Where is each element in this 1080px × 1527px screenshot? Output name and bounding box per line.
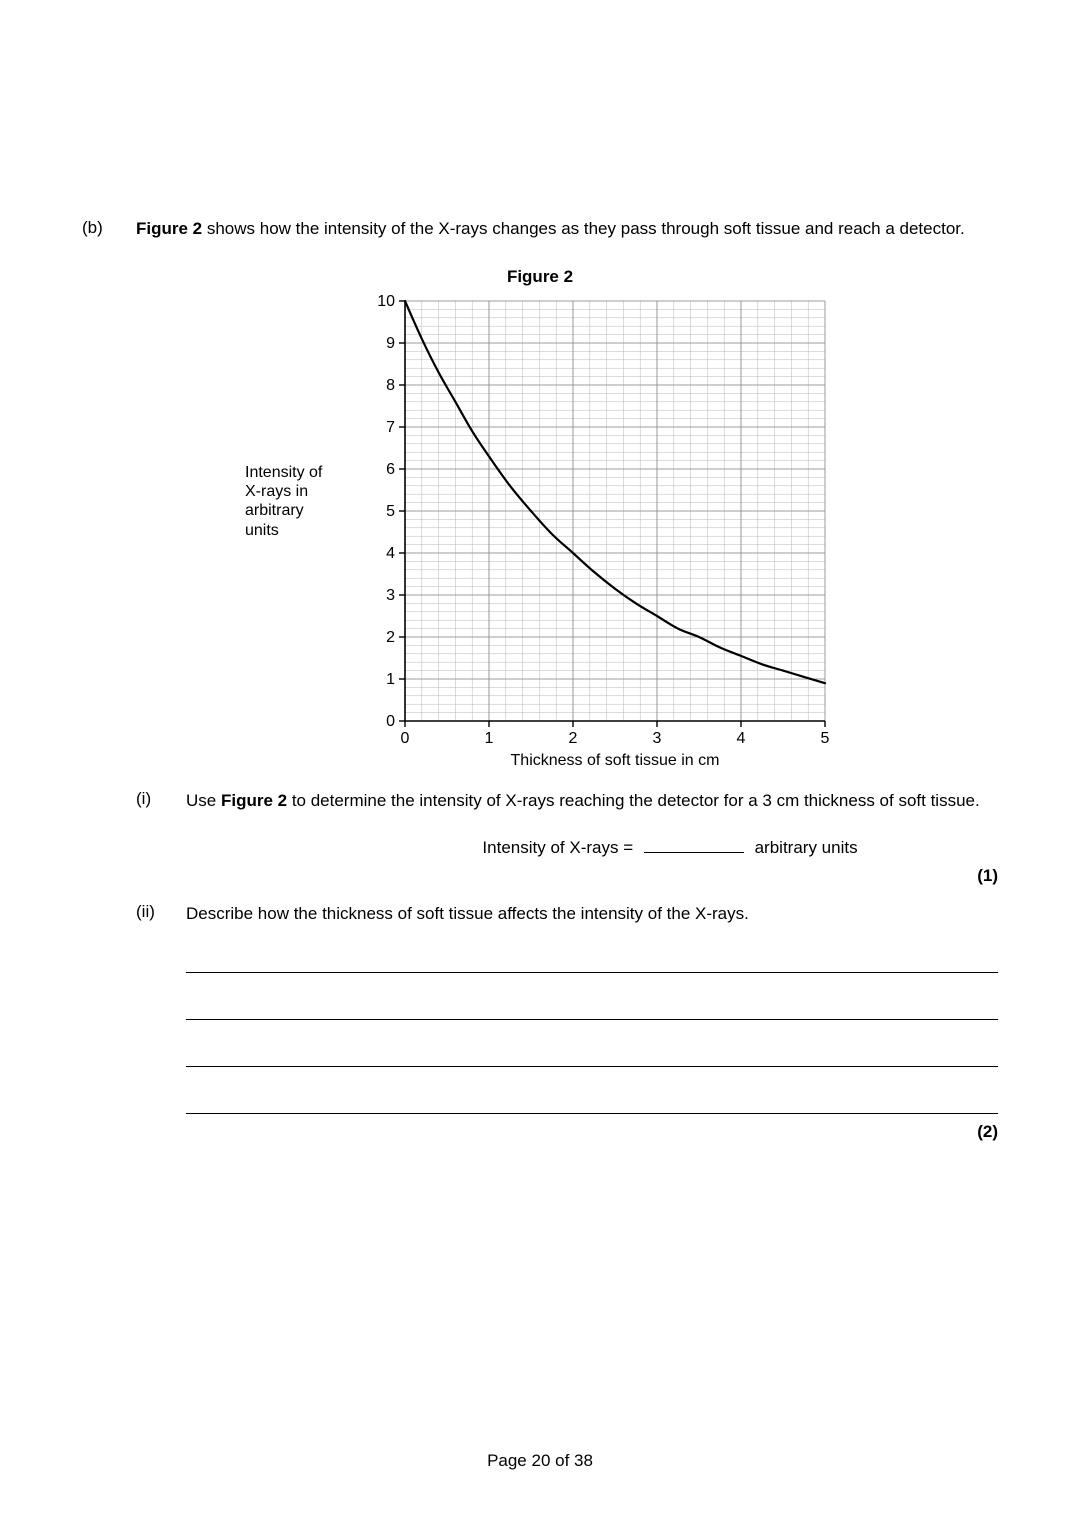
question-b: (b) Figure 2 shows how the intensity of …: [82, 218, 998, 241]
question-intro: Figure 2 shows how the intensity of the …: [136, 218, 998, 241]
svg-text:1: 1: [386, 671, 395, 688]
y-axis-label: Intensity ofX-rays inarbitraryunits: [245, 463, 365, 540]
svg-text:8: 8: [386, 377, 395, 394]
svg-text:9: 9: [386, 335, 395, 352]
subpart-i-label: (i): [136, 789, 186, 809]
answer-row-i: Intensity of X-rays = arbitrary units: [82, 838, 998, 858]
part-label: (b): [82, 218, 136, 238]
svg-text:2: 2: [386, 629, 395, 646]
marks-i: (1): [82, 866, 998, 886]
answer-suffix: arbitrary units: [755, 838, 858, 857]
figure-title: Figure 2: [82, 267, 998, 287]
answer-line[interactable]: [186, 991, 998, 1020]
answer-blank[interactable]: [644, 852, 744, 853]
subpart-i-text: Use Figure 2 to determine the intensity …: [186, 789, 998, 814]
svg-text:0: 0: [401, 730, 410, 747]
subpart-ii: (ii) Describe how the thickness of soft …: [82, 902, 998, 1115]
answer-line[interactable]: [186, 1085, 998, 1114]
svg-text:7: 7: [386, 419, 395, 436]
svg-text:6: 6: [386, 461, 395, 478]
chart: 0 1 2 3 4 5 0 1 2 3 4 5 6 7 8 9 10 Thickness of soft tiss…: [371, 295, 835, 771]
subpart-ii-text: Describe how the thickness of soft tissu…: [186, 902, 998, 927]
subpart-ii-body: Describe how the thickness of soft tissu…: [186, 902, 998, 1115]
subpart-i: (i) Use Figure 2 to determine the intens…: [82, 789, 998, 814]
svg-text:0: 0: [386, 713, 395, 730]
svg-text:10: 10: [377, 295, 395, 310]
svg-text:4: 4: [737, 730, 746, 747]
svg-text:1: 1: [485, 730, 494, 747]
page: (b) Figure 2 shows how the intensity of …: [0, 0, 1080, 1527]
svg-text:Thickness of soft tissue in cm: Thickness of soft tissue in cm: [511, 752, 720, 769]
answer-line[interactable]: [186, 1038, 998, 1067]
marks-ii: (2): [82, 1122, 998, 1142]
svg-text:3: 3: [653, 730, 662, 747]
svg-text:5: 5: [821, 730, 830, 747]
svg-text:4: 4: [386, 545, 395, 562]
answer-prefix: Intensity of X-rays =: [482, 838, 633, 857]
svg-text:3: 3: [386, 587, 395, 604]
svg-text:2: 2: [569, 730, 578, 747]
subpart-ii-label: (ii): [136, 902, 186, 922]
figure-2: Intensity ofX-rays inarbitraryunits 0 1 2 3…: [82, 295, 998, 771]
answer-line[interactable]: [186, 944, 998, 973]
page-footer: Page 20 of 38: [0, 1451, 1080, 1471]
svg-text:5: 5: [386, 503, 395, 520]
